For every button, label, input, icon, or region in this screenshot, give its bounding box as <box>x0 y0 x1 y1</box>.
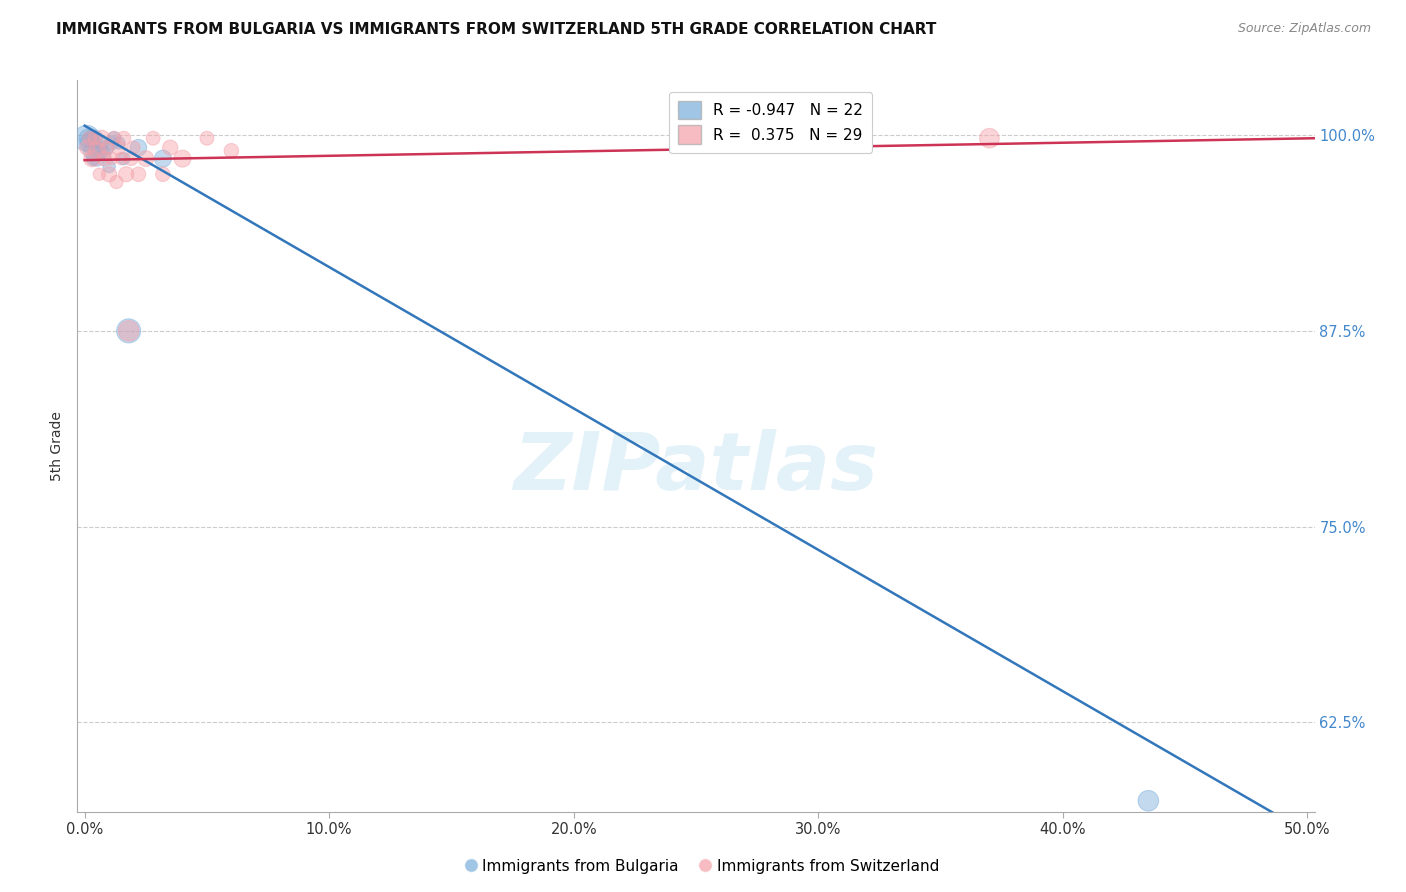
Point <box>90 136 112 150</box>
Text: IMMIGRANTS FROM BULGARIA VS IMMIGRANTS FROM SWITZERLAND 5TH GRADE CORRELATION CH: IMMIGRANTS FROM BULGARIA VS IMMIGRANTS F… <box>56 22 936 37</box>
Point <box>89 167 111 181</box>
Point <box>122 141 145 155</box>
Point <box>80 152 103 166</box>
Point <box>221 144 243 158</box>
Point <box>195 131 218 145</box>
Point <box>108 136 131 150</box>
Point <box>76 141 98 155</box>
Point <box>90 131 112 145</box>
Point <box>115 167 138 181</box>
Point <box>100 152 122 166</box>
Legend: Immigrants from Bulgaria, Immigrants from Switzerland: Immigrants from Bulgaria, Immigrants fro… <box>461 853 945 880</box>
Point <box>76 131 98 145</box>
Point <box>98 160 121 174</box>
Point <box>86 152 108 166</box>
Point <box>135 152 157 166</box>
Point <box>172 152 194 166</box>
Point <box>96 141 118 155</box>
Point <box>1137 794 1160 808</box>
Point <box>93 147 115 161</box>
Point <box>80 144 103 158</box>
Point <box>86 144 108 158</box>
Point <box>77 131 100 145</box>
Point <box>83 131 105 145</box>
Point <box>108 141 131 155</box>
Point <box>103 131 125 145</box>
Point <box>127 141 149 155</box>
Point <box>79 136 101 150</box>
Point <box>96 141 118 155</box>
Point <box>80 131 103 145</box>
Y-axis label: 5th Grade: 5th Grade <box>51 411 65 481</box>
Point <box>83 131 105 145</box>
Point <box>98 167 121 181</box>
Point <box>82 152 104 166</box>
Point <box>152 152 174 166</box>
Point <box>979 131 1001 145</box>
Text: ZIPatlas: ZIPatlas <box>513 429 879 507</box>
Point <box>79 131 101 145</box>
Point <box>93 152 115 166</box>
Point <box>159 141 181 155</box>
Point <box>127 167 149 181</box>
Point <box>112 152 135 166</box>
Point <box>110 152 132 166</box>
Point <box>89 144 111 158</box>
Point <box>112 131 135 145</box>
Point <box>120 152 142 166</box>
Legend: R = -0.947   N = 22, R =  0.375   N = 29: R = -0.947 N = 22, R = 0.375 N = 29 <box>668 92 872 153</box>
Point <box>118 324 141 338</box>
Point <box>84 141 107 155</box>
Point <box>105 175 128 189</box>
Point <box>152 167 174 181</box>
Point <box>118 324 141 338</box>
Point <box>142 131 165 145</box>
Point <box>100 136 122 150</box>
Text: Source: ZipAtlas.com: Source: ZipAtlas.com <box>1237 22 1371 36</box>
Point <box>103 131 125 145</box>
